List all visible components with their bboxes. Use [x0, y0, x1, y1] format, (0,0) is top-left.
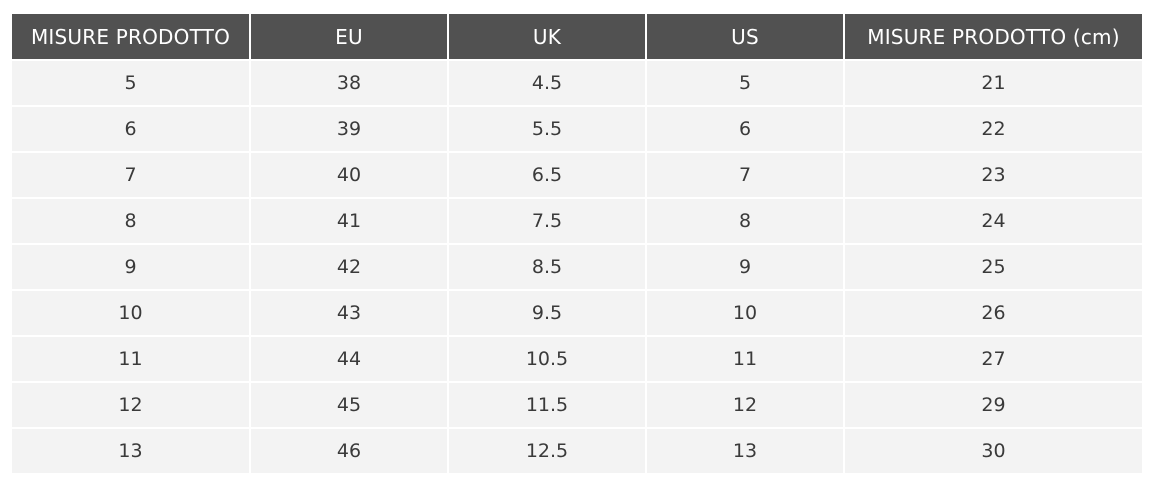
cell-misure: 6 [12, 105, 251, 151]
cell-misure: 5 [12, 59, 251, 105]
cell-eu: 46 [251, 427, 449, 473]
cell-us: 10 [647, 289, 845, 335]
cell-us: 11 [647, 335, 845, 381]
table-row: 7 40 6.5 7 23 [12, 151, 1142, 197]
cell-eu: 41 [251, 197, 449, 243]
table-row: 13 46 12.5 13 30 [12, 427, 1142, 473]
size-chart-table: MISURE PRODOTTO EU UK US MISURE PRODOTTO… [12, 14, 1142, 473]
cell-uk: 12.5 [449, 427, 647, 473]
header-uk: UK [449, 14, 647, 59]
cell-us: 13 [647, 427, 845, 473]
table-header: MISURE PRODOTTO EU UK US MISURE PRODOTTO… [12, 14, 1142, 59]
table-row: 6 39 5.5 6 22 [12, 105, 1142, 151]
cell-cm: 24 [845, 197, 1142, 243]
cell-cm: 26 [845, 289, 1142, 335]
cell-us: 5 [647, 59, 845, 105]
cell-misure: 7 [12, 151, 251, 197]
cell-cm: 22 [845, 105, 1142, 151]
cell-uk: 4.5 [449, 59, 647, 105]
cell-eu: 43 [251, 289, 449, 335]
table-row: 9 42 8.5 9 25 [12, 243, 1142, 289]
cell-us: 6 [647, 105, 845, 151]
cell-eu: 44 [251, 335, 449, 381]
table-row: 5 38 4.5 5 21 [12, 59, 1142, 105]
cell-misure: 11 [12, 335, 251, 381]
table-row: 10 43 9.5 10 26 [12, 289, 1142, 335]
cell-misure: 8 [12, 197, 251, 243]
table-row: 12 45 11.5 12 29 [12, 381, 1142, 427]
cell-eu: 39 [251, 105, 449, 151]
cell-eu: 42 [251, 243, 449, 289]
cell-misure: 9 [12, 243, 251, 289]
cell-uk: 11.5 [449, 381, 647, 427]
cell-eu: 40 [251, 151, 449, 197]
cell-misure: 10 [12, 289, 251, 335]
cell-uk: 6.5 [449, 151, 647, 197]
table-body: 5 38 4.5 5 21 6 39 5.5 6 22 7 40 6.5 7 2… [12, 59, 1142, 473]
cell-uk: 7.5 [449, 197, 647, 243]
cell-eu: 38 [251, 59, 449, 105]
cell-cm: 23 [845, 151, 1142, 197]
header-misure-prodotto: MISURE PRODOTTO [12, 14, 251, 59]
cell-misure: 12 [12, 381, 251, 427]
cell-cm: 30 [845, 427, 1142, 473]
cell-cm: 21 [845, 59, 1142, 105]
cell-uk: 9.5 [449, 289, 647, 335]
cell-cm: 25 [845, 243, 1142, 289]
table-row: 8 41 7.5 8 24 [12, 197, 1142, 243]
cell-us: 12 [647, 381, 845, 427]
cell-cm: 29 [845, 381, 1142, 427]
header-misure-prodotto-cm: MISURE PRODOTTO (cm) [845, 14, 1142, 59]
cell-us: 8 [647, 197, 845, 243]
table-row: 11 44 10.5 11 27 [12, 335, 1142, 381]
cell-uk: 8.5 [449, 243, 647, 289]
header-us: US [647, 14, 845, 59]
header-eu: EU [251, 14, 449, 59]
cell-misure: 13 [12, 427, 251, 473]
cell-cm: 27 [845, 335, 1142, 381]
header-row: MISURE PRODOTTO EU UK US MISURE PRODOTTO… [12, 14, 1142, 59]
cell-uk: 5.5 [449, 105, 647, 151]
cell-us: 9 [647, 243, 845, 289]
cell-us: 7 [647, 151, 845, 197]
cell-eu: 45 [251, 381, 449, 427]
cell-uk: 10.5 [449, 335, 647, 381]
